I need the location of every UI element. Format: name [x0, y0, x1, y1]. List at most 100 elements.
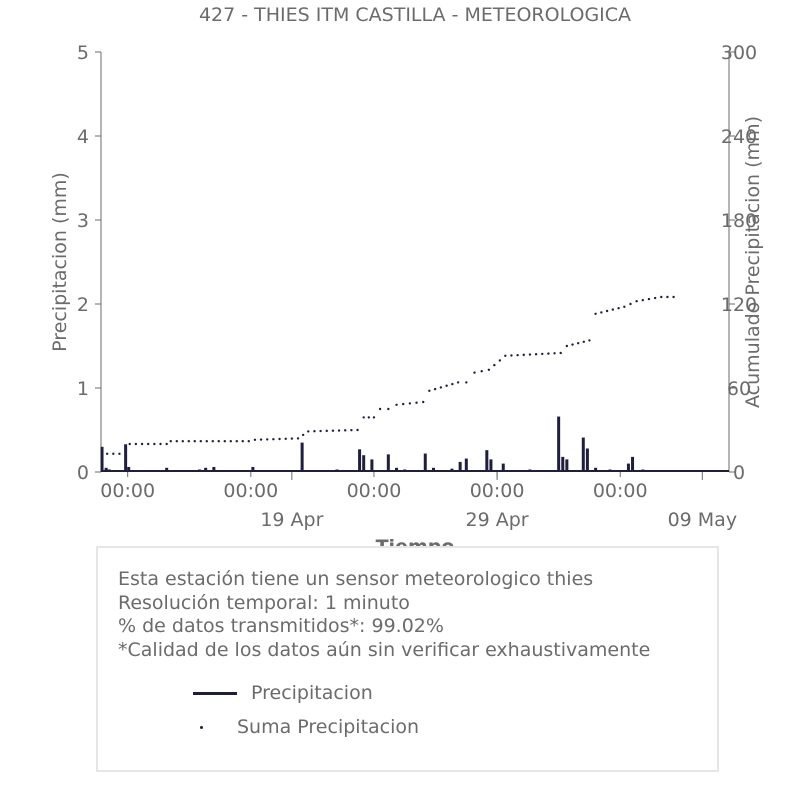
legend-label-precipitacion: Precipitacion: [251, 682, 373, 704]
sum-point: [647, 297, 651, 301]
sum-point: [487, 368, 491, 371]
sum-point: [635, 300, 638, 303]
y-tick-label: 3: [77, 210, 89, 232]
y-tick-label: 4: [77, 126, 89, 148]
sum-point: [356, 428, 359, 432]
precip-bar: [631, 456, 635, 472]
sum-point: [445, 384, 448, 387]
sum-point: [672, 295, 675, 299]
precip-bar: [581, 437, 585, 472]
sum-point: [641, 298, 645, 302]
precip-bar: [107, 469, 111, 472]
sum-point: [272, 438, 275, 441]
legend-line-swatch: [193, 691, 237, 695]
sum-point: [159, 442, 162, 446]
sum-point: [112, 452, 115, 455]
sum-point: [253, 438, 257, 441]
precip-bar: [165, 467, 169, 472]
y-tick-label: 0: [77, 462, 89, 484]
info-line-resolution: Resolución temporal: 1 minuto: [118, 591, 410, 614]
sum-point: [510, 354, 513, 357]
sum-point: [516, 353, 519, 357]
precip-bar: [431, 467, 435, 472]
sum-point: [223, 440, 226, 443]
sum-point: [319, 429, 322, 433]
sum-point: [175, 440, 178, 443]
precip-bar: [198, 469, 202, 472]
info-box: Esta estación tiene un sensor meteorolog…: [96, 546, 719, 772]
x-minor-tick-label: 00:00: [100, 480, 155, 502]
precip-bar: [608, 469, 612, 472]
sum-point: [290, 437, 294, 440]
sum-point: [153, 442, 156, 446]
sum-point: [553, 352, 556, 355]
sum-point: [187, 440, 190, 443]
sum-point: [372, 416, 376, 419]
sum-point: [266, 438, 269, 441]
sum-point: [456, 381, 460, 384]
sum-point: [623, 305, 626, 308]
sum-point: [193, 440, 196, 443]
y-tick-label: 5: [77, 42, 89, 64]
precip-bar: [403, 469, 407, 472]
sum-point: [547, 352, 550, 355]
sum-point: [653, 296, 657, 300]
y-tick-label: 2: [77, 294, 89, 316]
sum-point: [278, 437, 281, 441]
y2-tick-label: 0: [733, 462, 745, 484]
precip-bar: [300, 442, 304, 472]
sum-point: [428, 389, 431, 392]
sum-point: [169, 440, 172, 443]
precip-bar: [458, 461, 462, 472]
y2-tick-label: 60: [727, 378, 751, 400]
sum-point: [600, 311, 603, 314]
sum-point: [284, 437, 287, 440]
x-major-tick-label: 09 May: [668, 509, 738, 531]
precip-bar: [100, 446, 104, 472]
y2-tick-label: 240: [721, 126, 757, 148]
info-line-transmitted: % de datos transmitidos*: 99.02%: [118, 615, 444, 637]
legend-dot-swatch: [200, 725, 203, 729]
sum-point: [205, 440, 208, 443]
sum-point: [629, 302, 632, 306]
sum-point: [211, 440, 214, 443]
precip-bar: [641, 469, 645, 472]
sum-point: [362, 416, 365, 419]
sum-point: [217, 440, 220, 443]
y2-tick-label: 120: [721, 294, 757, 316]
sum-point: [105, 452, 109, 455]
precip-bar: [127, 466, 131, 472]
precip-bar: [124, 444, 128, 472]
sum-point: [147, 442, 150, 446]
precip-bar: [485, 450, 489, 472]
sum-point: [395, 403, 398, 406]
sum-point: [666, 295, 669, 299]
precip-bar: [423, 453, 427, 472]
sum-point: [559, 351, 562, 355]
legend-label-suma: Suma Precipitacion: [237, 716, 420, 738]
precip-bar: [362, 455, 366, 472]
sum-point: [408, 402, 412, 405]
precip-bar: [585, 448, 589, 472]
sum-point: [605, 309, 609, 313]
precip-bar: [528, 469, 532, 472]
precip-bar: [450, 468, 454, 472]
sum-point: [571, 343, 574, 346]
precip-bar: [251, 466, 255, 472]
x-major-tick-label: 29 Apr: [466, 509, 529, 531]
x-minor-tick-label: 00:00: [223, 480, 278, 502]
sum-point: [617, 307, 620, 310]
sum-point: [128, 442, 131, 446]
sum-point: [660, 295, 663, 299]
sum-point: [307, 430, 310, 433]
precip-bar: [395, 467, 399, 472]
sum-point: [124, 452, 127, 455]
sum-point: [415, 401, 418, 404]
legend-item-suma: Suma Precipitacion: [200, 716, 419, 738]
sum-point: [247, 440, 250, 443]
precip-bar: [594, 467, 598, 472]
sum-point: [259, 438, 263, 441]
sum-point: [344, 429, 347, 432]
sum-point: [241, 440, 244, 443]
